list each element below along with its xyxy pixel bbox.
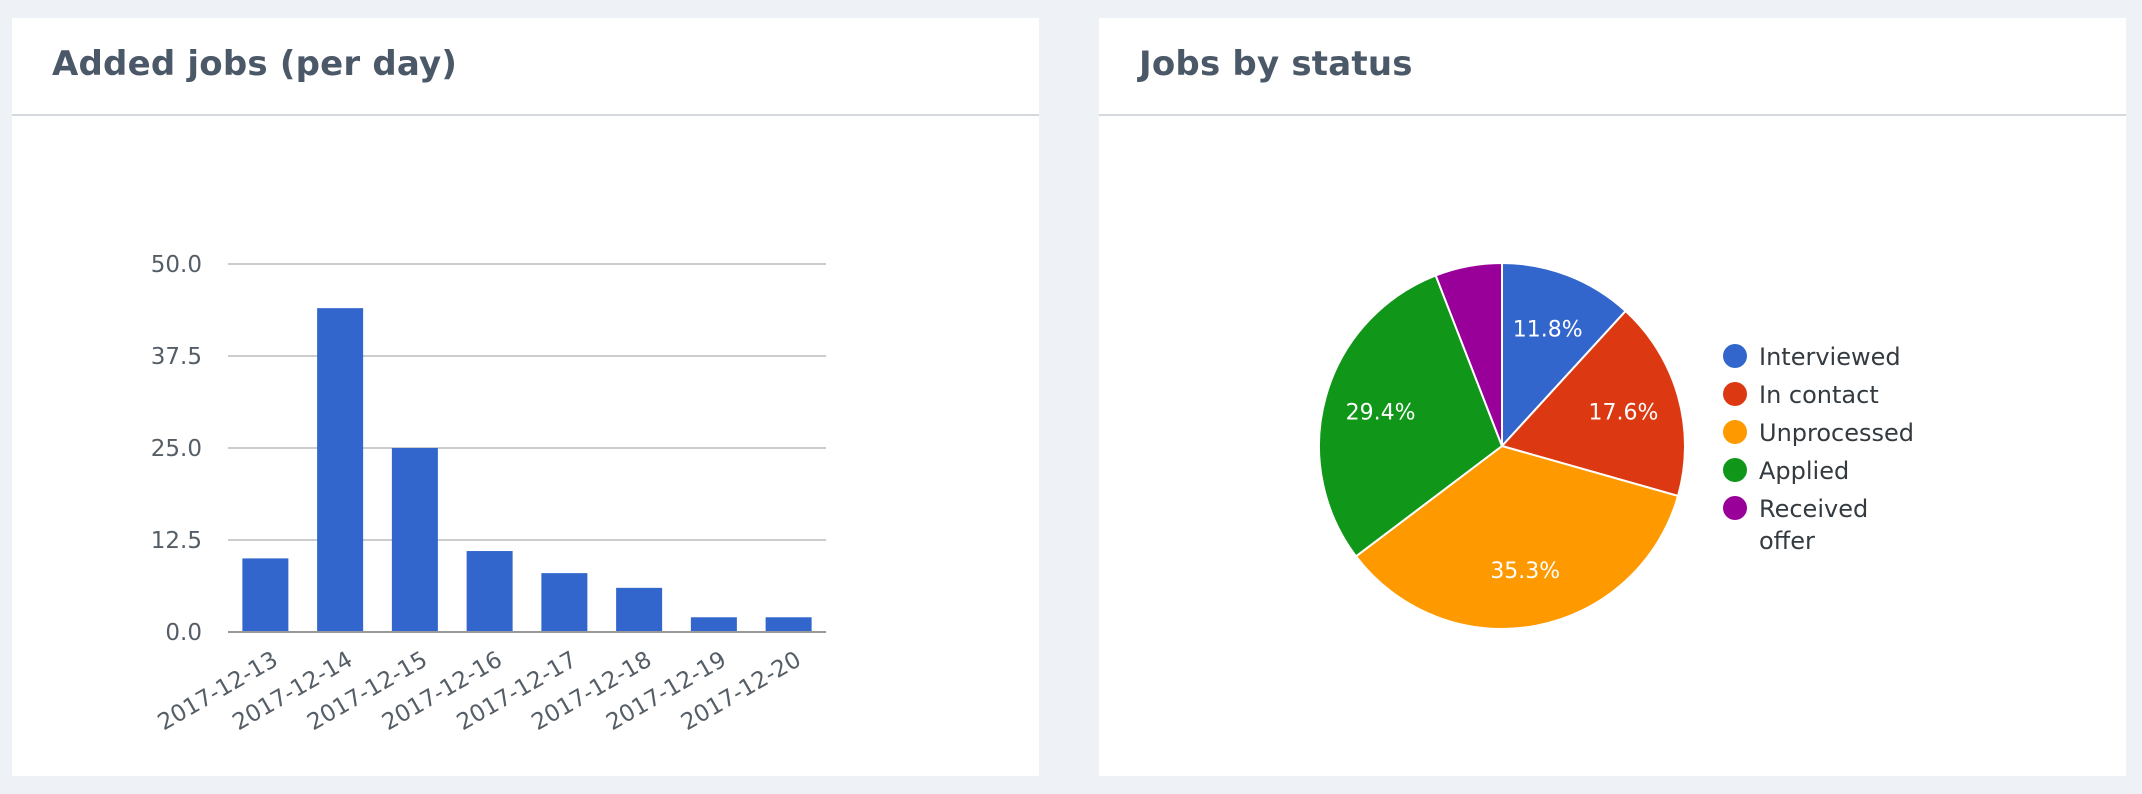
bar [690,617,737,632]
y-tick-label: 50.0 [151,252,202,278]
legend-label: Applied [1759,457,1849,485]
y-tick-label: 0.0 [165,620,202,646]
pie-slice [1500,309,1686,498]
bar [541,573,588,632]
legend-label: Interviewed [1759,343,1901,371]
pie-slice [1354,444,1680,630]
legend-label: Received offer [1759,495,1868,555]
bar [616,587,663,632]
slice-percent-label: 17.6% [1589,401,1659,426]
bar-chart: 0.012.525.037.550.02017-12-132017-12-142… [151,252,826,736]
slice-percent-label: 29.4% [1346,401,1416,426]
legend-swatch [1723,458,1747,482]
legend-swatch [1723,344,1747,368]
panel-header: Jobs by status [1099,18,2126,116]
jobs-by-status-panel: Jobs by status 11.8% 17.6% 35.3% 29.4% Inter… [1099,18,2126,776]
panel-title: Added jobs (per day) [52,44,458,84]
pie-slice [1434,261,1503,447]
slice-percent-label: 35.3% [1490,559,1560,584]
pie-slice [1318,274,1504,558]
legend-swatch [1723,420,1747,444]
pie-chart: 11.8% 17.6% 35.3% 29.4% Interviewed In contac… [1318,261,1914,630]
panel-title: Jobs by status [1139,44,1413,84]
bar [317,308,364,632]
bar [466,551,513,632]
y-tick-label: 37.5 [151,344,202,370]
legend-swatch [1723,496,1747,520]
added-jobs-panel: Added jobs (per day) 0.0 12.5 25.0 37.5 50.0… [12,18,1039,776]
pie-slice [1501,261,1627,449]
bar [242,558,289,632]
bar [765,617,812,632]
slice-percent-label: 11.8% [1513,317,1583,342]
legend-swatch [1723,382,1747,406]
y-tick-label: 12.5 [151,528,202,554]
y-tick-label: 25.0 [151,436,202,462]
bar [391,448,438,632]
legend-label: Unprocessed [1759,419,1914,447]
legend-label: In contact [1759,381,1879,409]
panel-header: Added jobs (per day) [12,18,1039,116]
